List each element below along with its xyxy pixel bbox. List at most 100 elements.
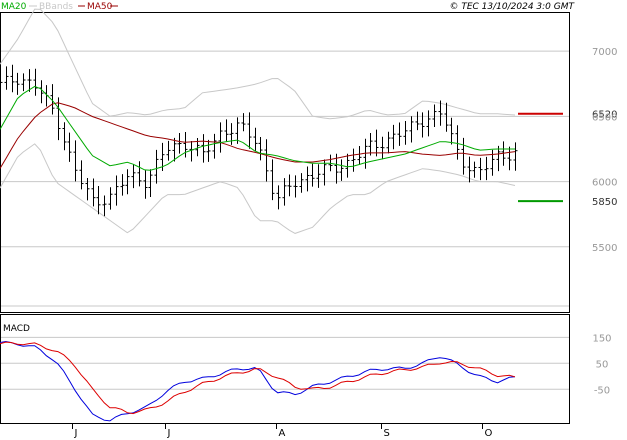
price-bar (67, 132, 72, 162)
price-bar (96, 186, 101, 215)
price-bar (305, 166, 310, 192)
price-bar (334, 153, 339, 184)
price-bar (449, 117, 454, 145)
price-bar (282, 178, 287, 206)
price-bar (455, 125, 460, 160)
macd-tick-label: 50 (596, 359, 609, 370)
price-bar (507, 146, 512, 171)
price-bar (472, 161, 477, 178)
x-tick-label: S (384, 428, 390, 439)
macd-axis-ticks: 150 50 -50 (592, 333, 611, 396)
price-bar (201, 134, 206, 163)
price-bar (444, 102, 449, 132)
price-bar (102, 195, 107, 217)
macd-tick-label: -50 (594, 385, 610, 396)
price-bar (183, 131, 188, 158)
price-bar (91, 178, 96, 207)
price-bar (212, 133, 217, 159)
price-bar (253, 127, 258, 151)
price-bar (206, 139, 211, 162)
price-bar (120, 174, 125, 196)
price-bar (345, 153, 350, 178)
macd-panel-frame (0, 314, 570, 424)
price-bar (339, 159, 344, 181)
price-bar (131, 164, 136, 189)
price-bar (108, 187, 113, 210)
price-bar (467, 156, 472, 183)
price-bar (73, 140, 78, 182)
moving-averages (0, 85, 516, 171)
chart-legend: MA20 BBands MA50 (1, 2, 118, 12)
ma50-line (0, 102, 516, 169)
price-bar (172, 137, 177, 162)
copyright-timestamp: © TEC 13/10/2024 3:0 GMT (449, 2, 575, 12)
macd-tick-label: 150 (592, 333, 611, 344)
price-bar (143, 170, 148, 199)
price-bar (374, 129, 379, 157)
price-bar (287, 174, 292, 197)
macd-signal-line (0, 341, 516, 415)
price-bar (415, 111, 420, 131)
bband-lower (0, 143, 516, 234)
price-bar (380, 136, 385, 160)
level-label: 6520 (592, 110, 617, 121)
price-bar (27, 69, 32, 92)
price-tick-label: 5500 (592, 243, 617, 254)
bollinger-bands (0, 8, 516, 234)
price-bar (409, 116, 414, 143)
price-bar (310, 163, 315, 187)
price-bars (0, 64, 518, 217)
ma20-line (0, 85, 515, 171)
price-bar (420, 112, 425, 138)
price-bar (21, 73, 26, 92)
price-bar (461, 137, 466, 175)
price-panel-frame (0, 12, 570, 313)
price-bar (368, 133, 373, 156)
price-bar (218, 122, 223, 153)
x-tick-label: A (279, 428, 286, 439)
price-bar (299, 173, 304, 193)
price-bar (177, 132, 182, 154)
price-bar (224, 119, 229, 142)
price-bar (432, 104, 437, 127)
price-axis-ticks: 7000 6500 6000 5500 (592, 47, 617, 254)
macd-gridlines (1, 336, 569, 390)
price-bar (10, 64, 15, 93)
price-bar (85, 177, 90, 201)
price-bar (513, 142, 518, 171)
price-bar (137, 161, 142, 187)
price-bar (62, 122, 67, 151)
level-label: 5850 (592, 197, 617, 208)
price-tick-label: 6500 (592, 112, 617, 123)
x-tick-label: J (167, 428, 171, 439)
price-bar (438, 100, 443, 126)
price-tick-label: 7000 (592, 47, 617, 58)
price-bar (125, 169, 130, 195)
price-bar (50, 84, 55, 115)
x-tick-label: O (485, 428, 493, 439)
price-bar (357, 145, 362, 165)
bband-upper (0, 8, 516, 120)
legend-ma20: MA20 (1, 2, 27, 12)
price-gridlines (1, 50, 569, 307)
x-tick-label: J (74, 428, 78, 439)
price-bar (33, 68, 38, 96)
price-levels: 6520 5850 (518, 110, 617, 208)
price-bar (496, 145, 501, 172)
price-bar (351, 148, 356, 172)
price-bar (235, 117, 240, 144)
price-bar (391, 124, 396, 150)
price-bar (166, 140, 171, 161)
price-bar (276, 185, 281, 210)
price-bar (264, 139, 269, 182)
macd-lines (0, 340, 516, 422)
price-tick-label: 6000 (592, 178, 617, 189)
price-bar (15, 72, 20, 95)
price-bar (241, 113, 246, 132)
price-bar (397, 122, 402, 146)
price-bar (0, 77, 3, 95)
price-bar (258, 137, 263, 161)
price-bar (4, 66, 9, 90)
macd-title: MACD (3, 324, 30, 334)
